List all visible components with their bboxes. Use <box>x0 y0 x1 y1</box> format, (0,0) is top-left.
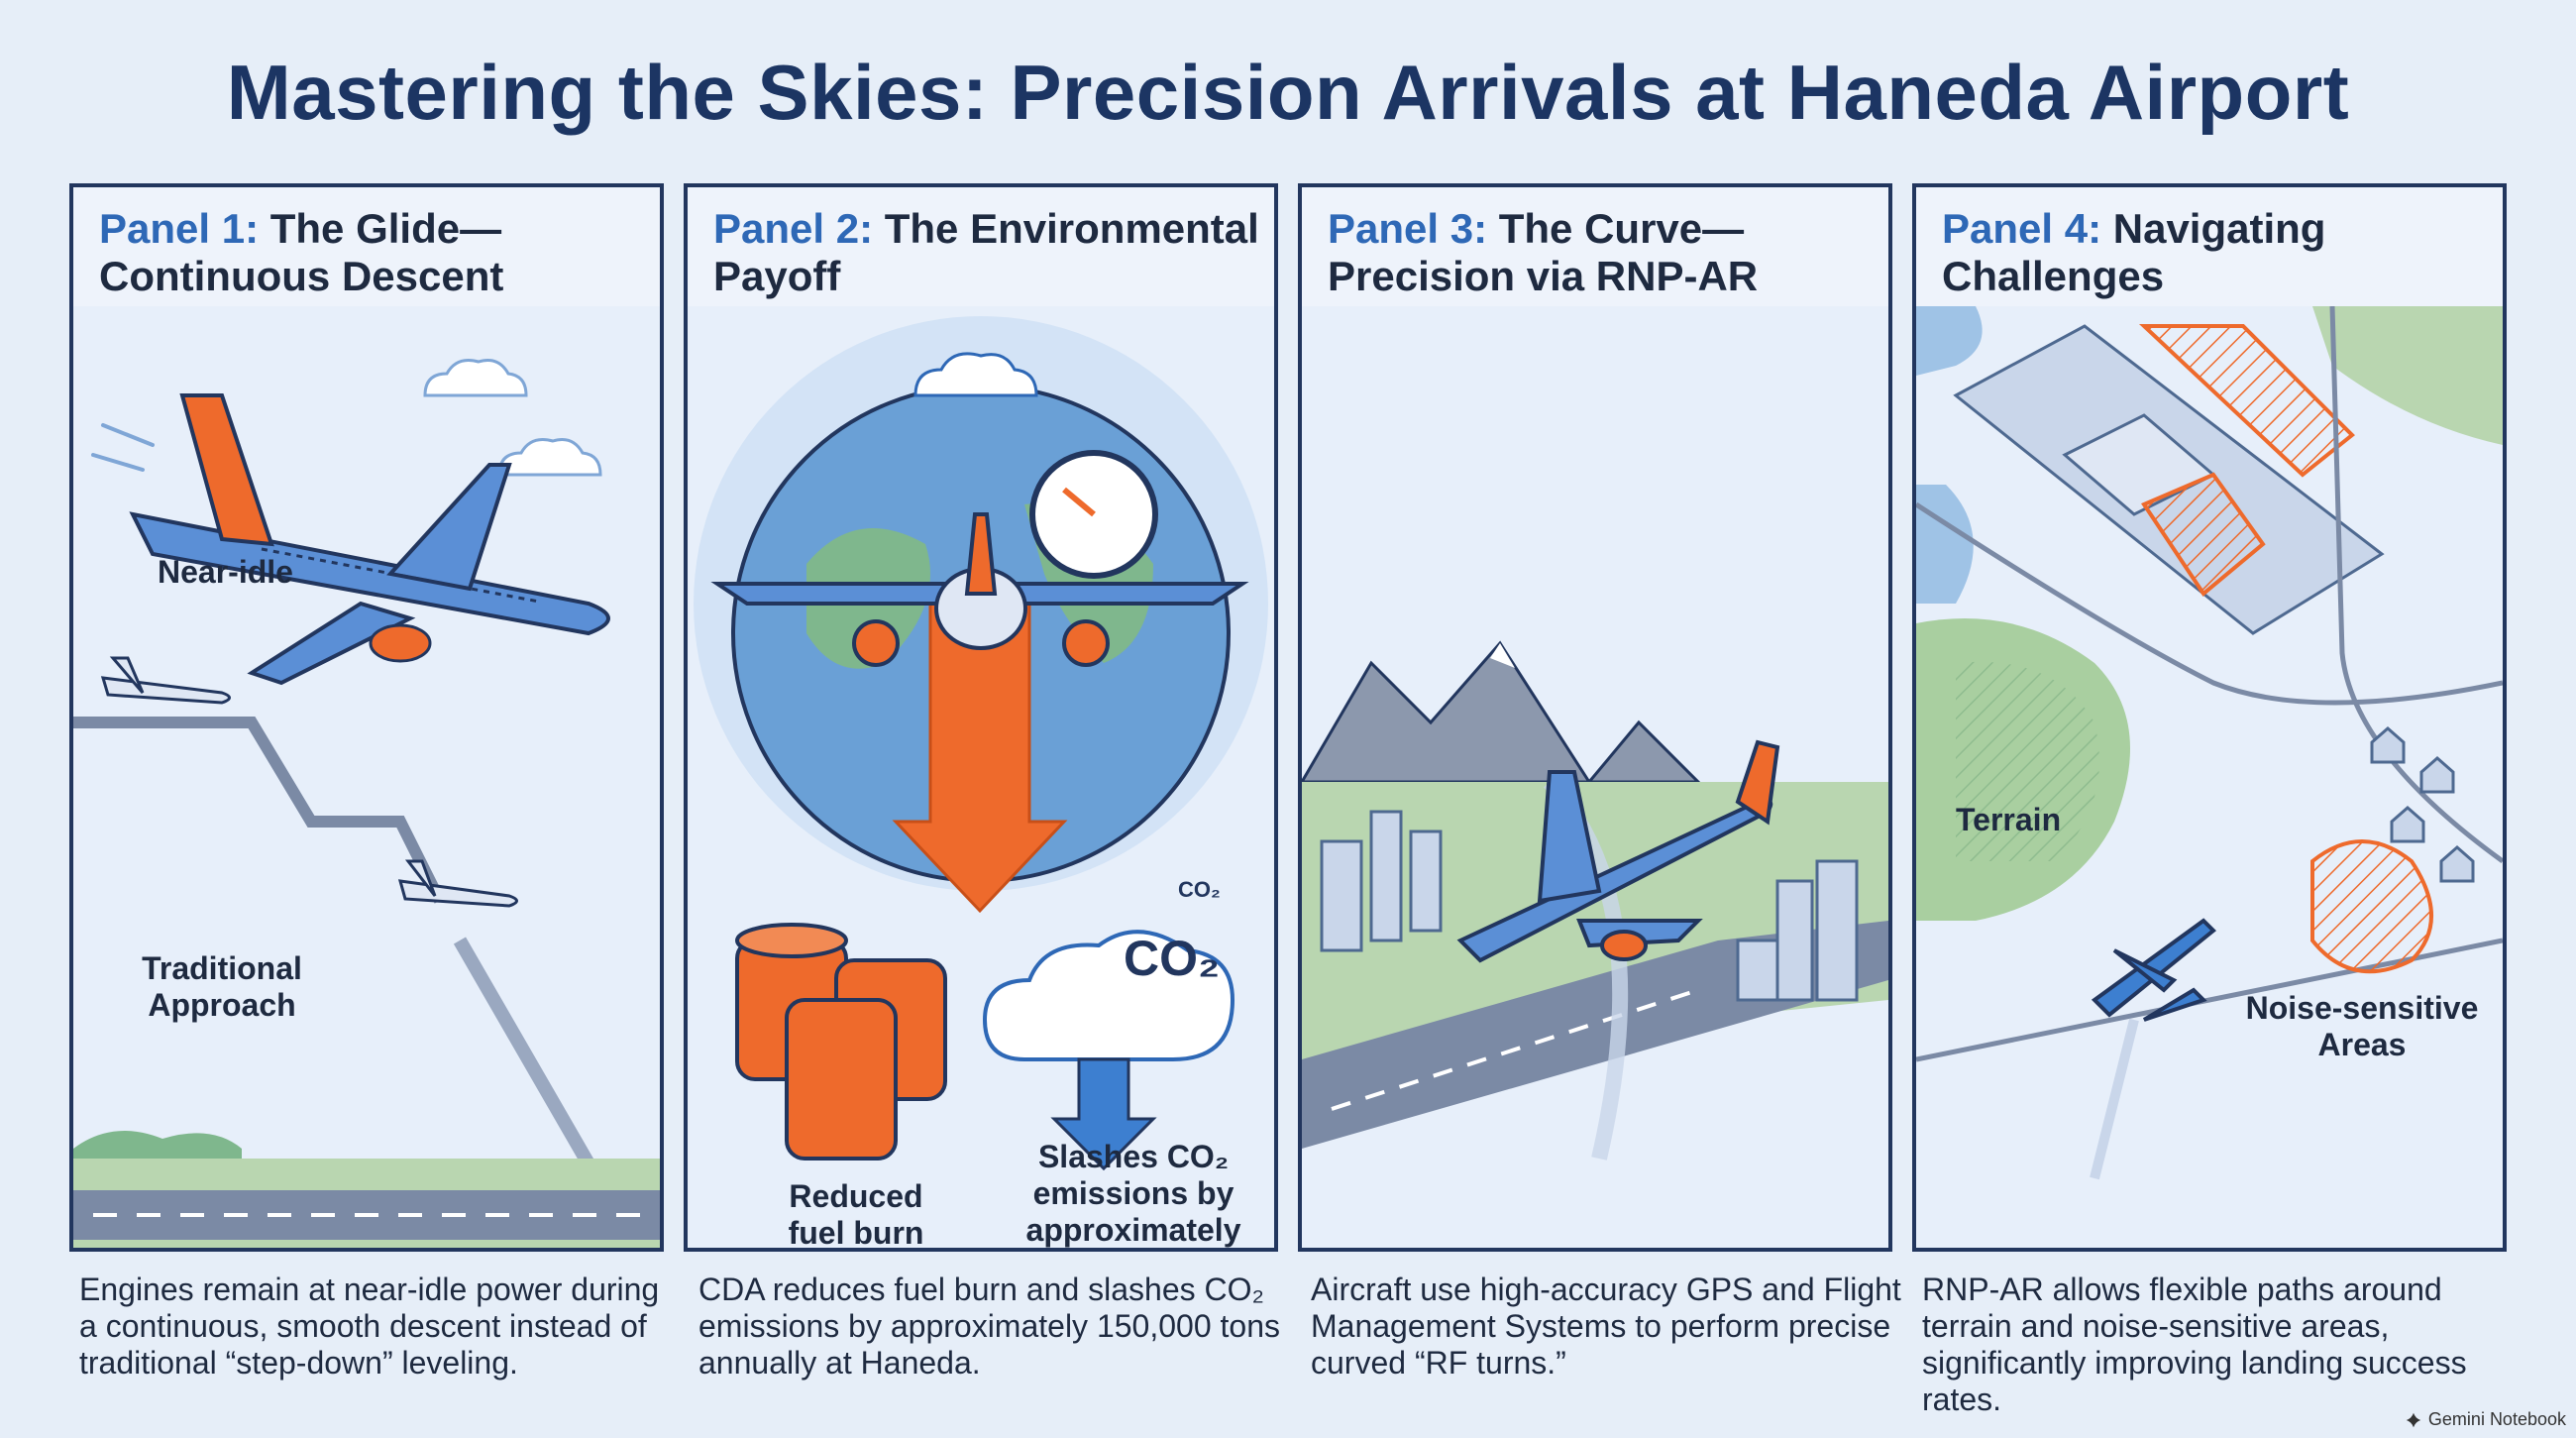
panel-3-number: Panel 3: <box>1328 205 1488 252</box>
gemini-notebook-icon <box>2406 1412 2421 1427</box>
panel-3: Panel 3: The Curve—Precision via RNP-AR <box>1298 183 1892 1252</box>
panel-2-heading: Panel 2: The Environmental Payoff <box>713 205 1268 300</box>
co2-cloud-label: CO₂ <box>1124 931 1221 986</box>
airplane-icon <box>129 393 610 686</box>
reduced-fuel-burn-label: Reduced fuel burn <box>788 1178 924 1251</box>
panel-3-heading: Panel 3: The Curve—Precision via RNP-AR <box>1328 205 1882 300</box>
environment-scene-illustration <box>688 306 1274 1248</box>
footer-badge-text: Gemini Notebook <box>2427 1409 2566 1429</box>
traditional-approach-label: Traditional Approach <box>142 950 302 1023</box>
panel-2-illustration: CO₂ CO₂ Reduced fuel burn Slashes CO₂ em… <box>688 306 1274 1248</box>
panel-2-number: Panel 2: <box>713 205 874 252</box>
airplane-icon <box>1456 739 1780 963</box>
panel-3-caption: Aircraft use high-accuracy GPS and Fligh… <box>1311 1272 1901 1381</box>
panel-3-title: The Curve—Precision via RNP-AR <box>1328 205 1759 299</box>
airplane-icon <box>100 656 518 908</box>
panel-3-illustration <box>1302 306 1888 1248</box>
footer-badge: Gemini Notebook <box>2405 1409 2566 1430</box>
terrain-label: Terrain <box>1956 802 2062 837</box>
panel-2-title: The Environmental Payoff <box>713 205 1259 299</box>
cloud-icon <box>423 359 602 477</box>
noise-area <box>2310 839 2433 974</box>
fuel-gauge-icon <box>1029 450 1158 579</box>
panel-2-caption: CDA reduces fuel burn and slashes CO₂ em… <box>698 1272 1280 1381</box>
airplane-icon <box>710 512 1249 667</box>
airplane-icon <box>2091 918 2216 1022</box>
noise-sensitive-label: Noise-sensitive Areas <box>2245 990 2479 1062</box>
cloud-icon <box>913 352 1038 397</box>
oil-barrel-icon <box>735 923 947 1161</box>
panel-4-title: Navigating Challenges <box>1942 205 2326 299</box>
panel-1-caption: Engines remain at near-idle power during… <box>79 1272 660 1381</box>
cdo-scene-illustration <box>73 306 660 1248</box>
page-title: Mastering the Skies: Precision Arrivals … <box>226 49 2350 136</box>
down-arrow-icon <box>892 602 1068 914</box>
house-icon <box>2370 726 2475 883</box>
co2-small-label: CO₂ <box>1178 877 1221 902</box>
co2-emissions-label: Slashes CO₂ emissions by approximately <box>1025 1139 1241 1248</box>
co2-cloud-icon <box>982 930 1235 1171</box>
panel-1: Panel 1: The Glide—Continuous Descent Op… <box>69 183 664 1252</box>
panel-2: Panel 2: The Environmental Payoff <box>684 183 1278 1252</box>
down-arrow-icon <box>1050 1057 1157 1171</box>
panel-4-number: Panel 4: <box>1942 205 2102 252</box>
map-scene-illustration <box>1916 306 2503 1248</box>
panel-1-number: Panel 1: <box>99 205 260 252</box>
near-idle-label: Near-idle <box>158 554 293 590</box>
rnp-ar-scene-illustration <box>1302 306 1888 1248</box>
panel-4-heading: Panel 4: Navigating Challenges <box>1942 205 2497 300</box>
panel-1-illustration: Near-idle Traditional Approach <box>73 306 660 1248</box>
panel-4-caption: RNP-AR allows flexible paths around terr… <box>1922 1272 2467 1417</box>
panel-4: Panel 4: Navigating Challenges <box>1912 183 2507 1252</box>
mountain-icon <box>1302 640 1702 785</box>
building-icon <box>1320 810 1859 1002</box>
panel-4-illustration: Terrain Noise-sensitive Areas <box>1916 306 2503 1248</box>
